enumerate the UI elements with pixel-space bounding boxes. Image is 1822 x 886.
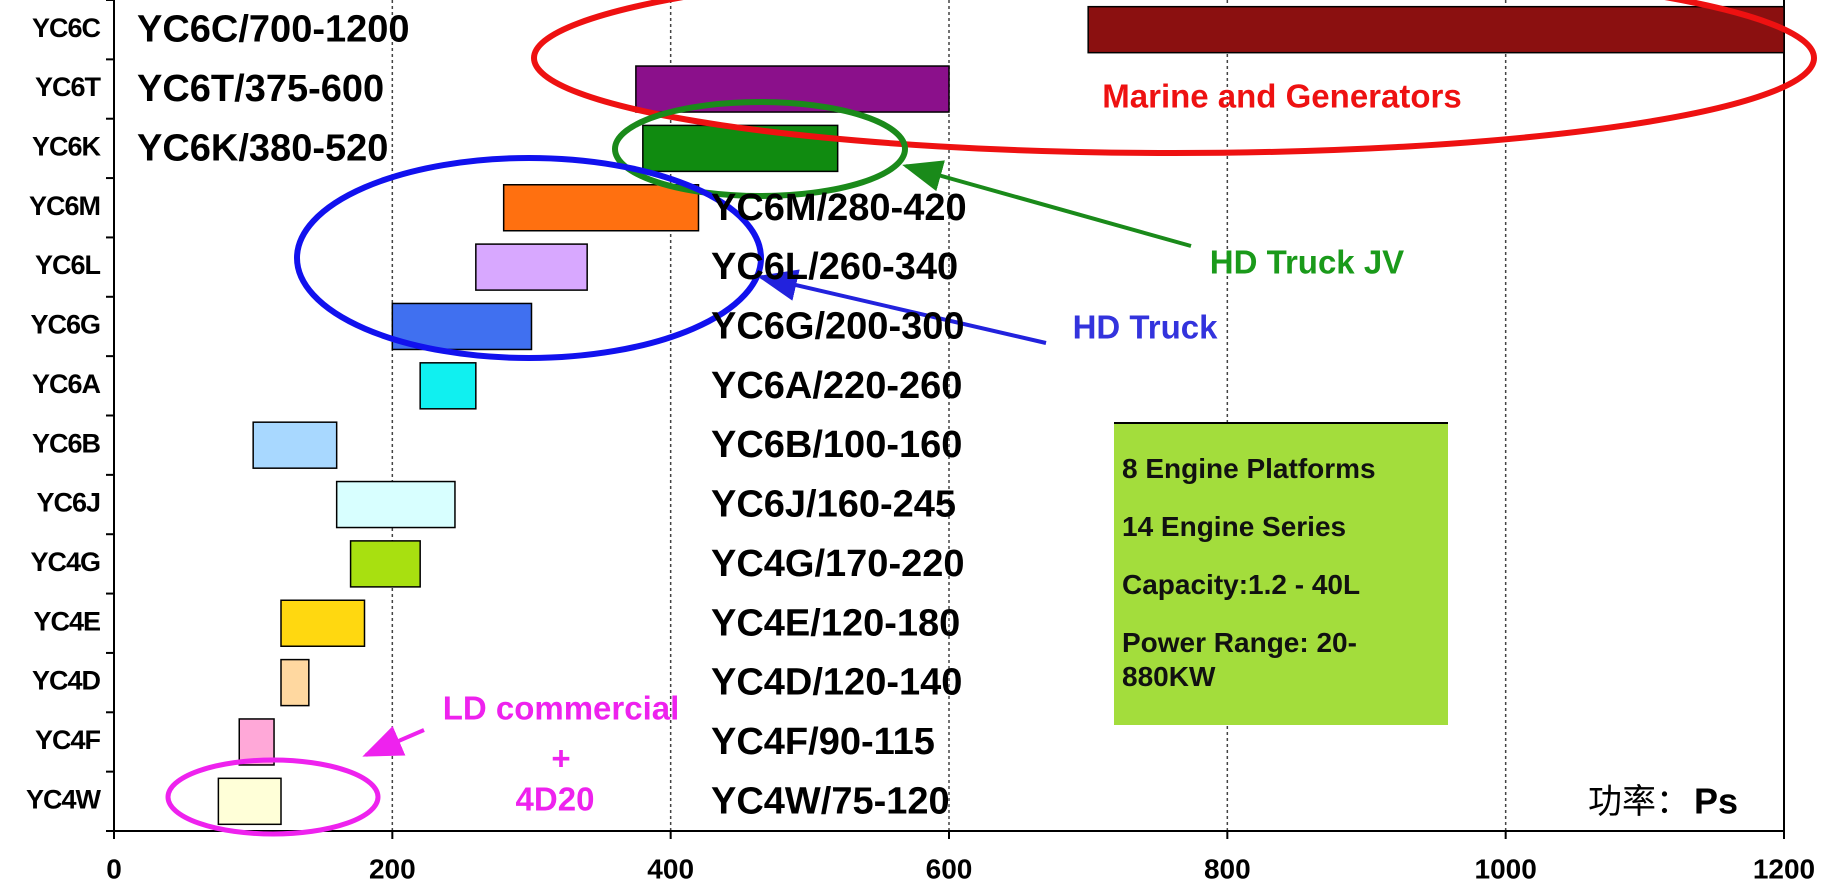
y-tick-label: YC6M: [29, 191, 100, 221]
bar: [252, 421, 338, 469]
value-label: YC4W/75-120: [711, 780, 950, 822]
info-line: 14 Engine Series: [1122, 511, 1347, 542]
unit-label: 功率：: [1588, 782, 1690, 822]
bar: [238, 718, 275, 766]
y-tick-label: YC6B: [32, 428, 101, 458]
bar: [502, 184, 700, 232]
x-tick-label: 1200: [1753, 853, 1815, 884]
bar: [349, 540, 421, 588]
y-tick-label: YC4F: [35, 725, 101, 755]
bar: [475, 243, 588, 291]
annotation: HD Truck: [1073, 309, 1219, 346]
y-tick-label: YC4E: [33, 606, 100, 636]
unit: Ps: [1694, 781, 1738, 822]
y-tick-label: YC6A: [32, 369, 101, 399]
info-line: Power Range: 20-880KW: [1122, 627, 1357, 692]
info-line: 8 Engine Platforms: [1122, 453, 1376, 484]
x-tick-label: 400: [647, 853, 694, 884]
bar: [419, 362, 477, 410]
y-tick-label: YC6L: [35, 250, 101, 280]
annotation: LD commercial: [443, 690, 680, 727]
info-line: Capacity:1.2 - 40L: [1122, 569, 1361, 600]
value-label: YC4D/120-140: [711, 662, 962, 704]
value-label: YC6B/100-160: [711, 424, 962, 466]
value-label: YC6A/220-260: [711, 365, 962, 407]
y-tick-label: YC6K: [32, 132, 102, 162]
bar: [217, 777, 282, 826]
x-tick-label: 1000: [1475, 853, 1537, 884]
y-tick-label: YC6G: [30, 310, 100, 340]
bar: [335, 480, 456, 529]
ellipse-ld: [165, 757, 381, 837]
y-tick-label: YC6C: [32, 13, 101, 43]
value-label: YC4G/170-220: [711, 543, 965, 585]
y-tick-label: YC4G: [30, 547, 100, 577]
annotation: HD Truck JV: [1210, 244, 1404, 281]
bar: [280, 658, 310, 707]
info-box: 8 Engine Platforms 14 Engine Series Capa…: [1114, 422, 1448, 725]
y-tick-label: YC4W: [26, 784, 102, 814]
value-label: YC6M/280-420: [711, 187, 967, 229]
value-label: YC6L/260-340: [711, 246, 958, 288]
ellipse-hd: [294, 155, 764, 361]
value-label: YC6J/160-245: [711, 484, 956, 526]
x-tick-label: 800: [1204, 853, 1251, 884]
x-tick-label: 0: [106, 853, 122, 884]
value-label: YC4F/90-115: [711, 721, 935, 763]
bar: [642, 124, 839, 173]
bar: [1087, 5, 1785, 54]
x-tick-label: 200: [369, 853, 416, 884]
value-label: YC6G/200-300: [711, 305, 965, 347]
ellipse-hd-jv: [612, 99, 908, 199]
y-tick-label: YC6J: [36, 488, 100, 518]
arrow: [362, 726, 425, 757]
value-label: YC4E/120-180: [711, 602, 960, 644]
value-label: YC6K/380-520: [137, 127, 388, 169]
bar: [280, 599, 366, 647]
y-tick-label: YC6T: [35, 72, 102, 102]
y-tick-label: YC4D: [32, 666, 101, 696]
arrow: [902, 160, 1192, 248]
arrow: [757, 269, 1047, 345]
x-tick-label: 600: [926, 853, 973, 884]
bar: [391, 302, 533, 351]
ellipse-marine: [531, 0, 1817, 156]
annotation: Marine and Generators: [1102, 78, 1461, 115]
annotation: +: [551, 740, 570, 777]
value-label: YC6C/700-1200: [137, 9, 410, 51]
annotation: 4D20: [516, 781, 595, 818]
value-label: YC6T/375-600: [137, 68, 384, 110]
